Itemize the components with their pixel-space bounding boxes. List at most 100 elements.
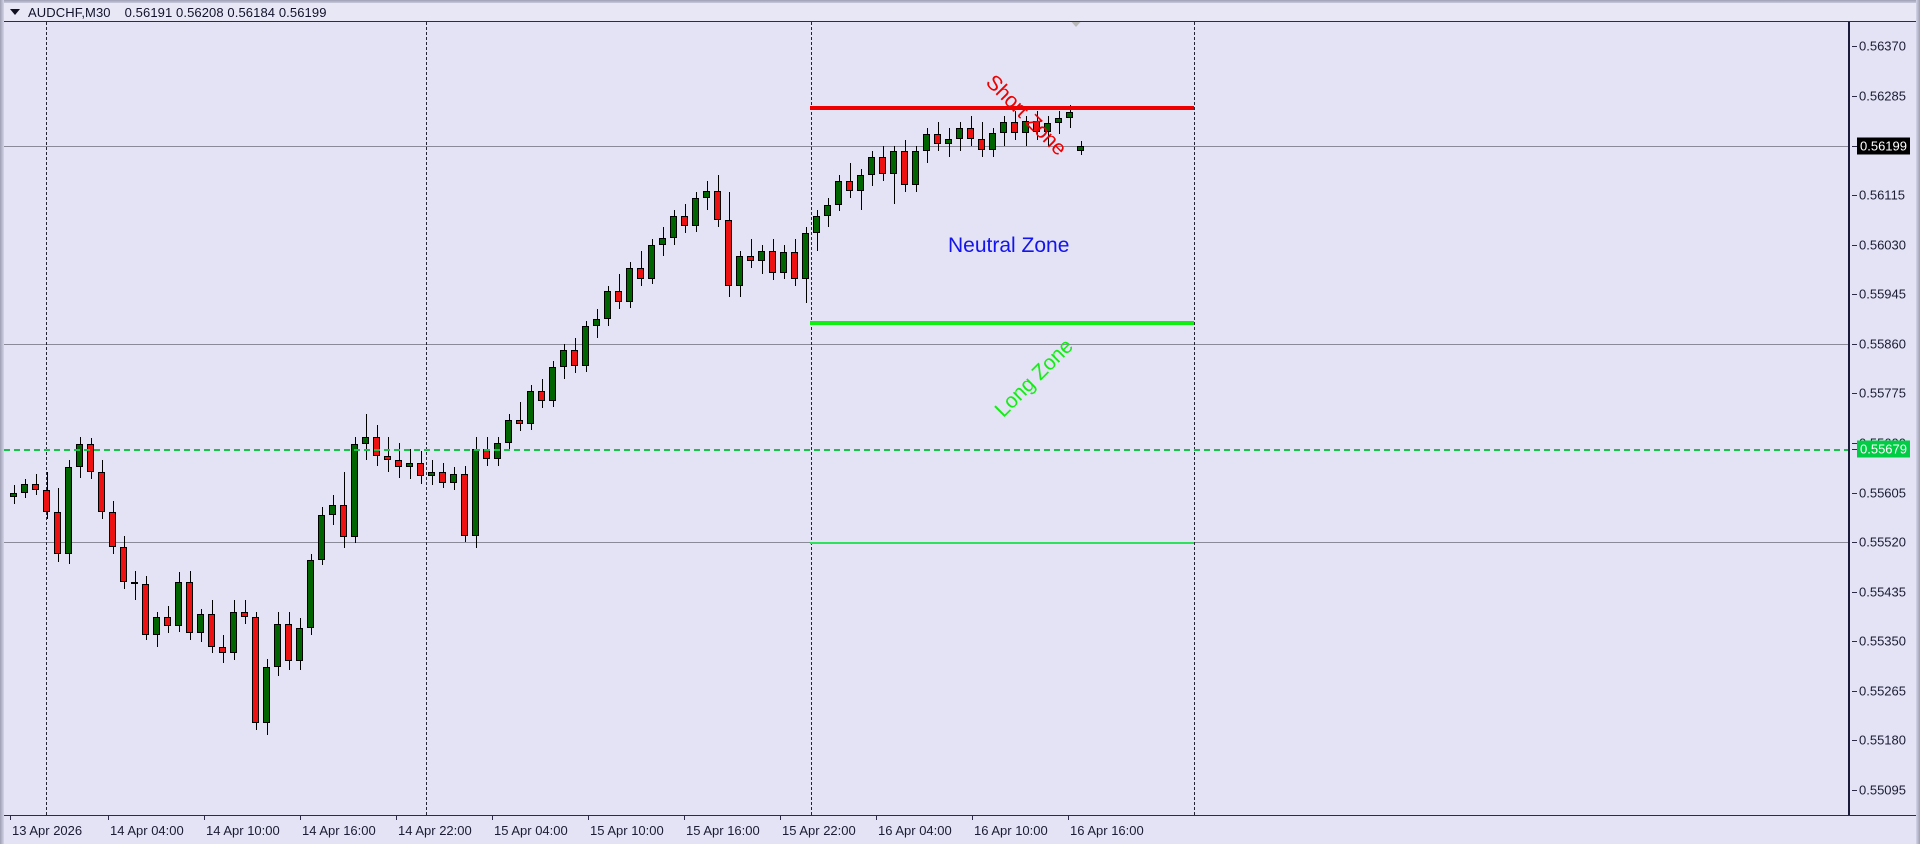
candle-body-bullish <box>824 205 831 216</box>
candle-body-bearish <box>131 581 138 585</box>
object-marker-triangle-icon[interactable] <box>1068 22 1084 27</box>
price-tick-mark <box>1852 443 1857 444</box>
candle-body-bullish <box>912 151 919 186</box>
price-tick-mark <box>1852 641 1857 642</box>
time-axis-label: 14 Apr 22:00 <box>398 823 472 838</box>
candle-body-bullish <box>835 180 842 206</box>
candle-body-bearish <box>87 444 94 473</box>
price-axis-label: 0.55860 <box>1859 336 1906 352</box>
chart-plot-area[interactable]: Short Zone Neutral Zone Long Zone <box>4 22 1850 815</box>
candle-body-bullish <box>296 628 303 662</box>
candle-body-bullish <box>153 616 160 636</box>
candle-body-bullish <box>780 251 787 273</box>
time-tick-mark <box>684 816 685 820</box>
zone-boundary-line-long-zone <box>810 320 1194 325</box>
price-tick-mark <box>1852 790 1857 791</box>
time-tick-mark <box>204 816 205 820</box>
bid-price-line <box>4 449 1848 452</box>
candle-body-bearish <box>417 462 424 476</box>
price-axis-label: 0.55605 <box>1859 485 1906 501</box>
candle-body-bullish <box>1000 122 1007 133</box>
candle-body-bearish <box>901 151 908 186</box>
candle-body-bullish <box>472 448 479 537</box>
candle-body-bullish <box>175 581 182 627</box>
candle-body-bearish <box>32 483 39 490</box>
time-tick-mark <box>10 816 11 820</box>
price-axis-label: 0.55435 <box>1859 584 1906 600</box>
candle-body-bearish <box>714 191 721 221</box>
candle-body-bullish <box>549 367 556 401</box>
time-axis-label: 16 Apr 10:00 <box>974 823 1048 838</box>
candle-body-bearish <box>747 256 754 262</box>
support-level-line <box>810 542 1194 545</box>
candle-body-bearish <box>120 546 127 582</box>
window-frame-left <box>0 0 4 844</box>
candle-body-bullish <box>857 174 864 192</box>
horizontal-gridline <box>4 343 1848 345</box>
bid-price-label: 0.55679 <box>1857 440 1910 458</box>
candle-body-bullish <box>362 437 369 445</box>
candle-body-bullish <box>1077 146 1084 151</box>
window-frame-top <box>0 0 1920 3</box>
candle-body-bullish <box>230 612 237 653</box>
price-axis-label: 0.55775 <box>1859 385 1906 401</box>
price-axis-label: 0.56285 <box>1859 88 1906 104</box>
candle-body-bullish <box>736 256 743 286</box>
price-tick-mark <box>1852 393 1857 394</box>
time-axis-label: 13 Apr 2026 <box>12 823 83 838</box>
candle-body-bullish <box>450 474 457 483</box>
time-axis-label: 16 Apr 16:00 <box>1070 823 1144 838</box>
candle-body-bullish <box>945 138 952 145</box>
candle-body-bullish <box>1066 111 1073 118</box>
price-axis-label: 0.55520 <box>1859 534 1906 550</box>
ohlc-values-label: 0.56191 0.56208 0.56184 0.56199 <box>124 4 327 20</box>
candle-body-bearish <box>395 460 402 468</box>
candle-body-bullish <box>527 390 534 425</box>
price-tick-mark <box>1852 344 1857 345</box>
price-axis-label: 0.55095 <box>1859 782 1906 798</box>
price-tick-mark <box>1852 493 1857 494</box>
candle-body-bullish <box>329 504 336 516</box>
candle-wick <box>751 238 752 269</box>
last-price-label: 0.56199 <box>1857 137 1910 155</box>
candle-wick <box>366 413 367 461</box>
time-axis[interactable]: 13 Apr 2026 14 Apr 04:00 14 Apr 10:00 14 Ap… <box>4 815 1916 844</box>
chevron-down-icon[interactable] <box>10 9 20 15</box>
candle-body-bullish <box>406 462 413 468</box>
price-tick-mark <box>1852 294 1857 295</box>
candle-body-bullish <box>582 326 589 366</box>
candle-body-bullish <box>956 128 963 139</box>
candle-body-bullish <box>868 157 875 175</box>
candle-wick <box>135 571 136 601</box>
candle-body-bearish <box>538 390 545 401</box>
price-tick-mark <box>1852 691 1857 692</box>
candle-body-bullish <box>813 215 820 234</box>
time-axis-label: 15 Apr 04:00 <box>494 823 568 838</box>
candle-body-bearish <box>384 455 391 461</box>
candle-wick <box>894 145 895 204</box>
candle-wick <box>388 437 389 473</box>
candle-body-bullish <box>692 198 699 227</box>
candle-body-bullish <box>703 191 710 199</box>
candle-body-bullish <box>659 237 666 245</box>
price-axis[interactable]: 0.56370 0.56285 0.56199 0.56115 0.56030 0.559… <box>1852 22 1916 815</box>
candle-body-bearish <box>241 612 248 617</box>
time-tick-mark <box>780 816 781 820</box>
candle-body-bullish <box>197 614 204 634</box>
candle-body-bearish <box>769 250 776 273</box>
candle-body-bullish <box>923 133 930 152</box>
price-tick-mark <box>1852 245 1857 246</box>
price-tick-mark <box>1852 542 1857 543</box>
candle-body-bullish <box>560 349 567 368</box>
price-axis-label: 0.56030 <box>1859 237 1906 253</box>
candle-body-bearish <box>208 614 215 648</box>
price-tick-mark <box>1852 195 1857 196</box>
candle-body-bearish <box>934 133 941 145</box>
time-tick-mark <box>396 816 397 820</box>
candle-body-bullish <box>890 151 897 174</box>
candle-body-bearish <box>164 616 171 627</box>
candle-body-bearish <box>252 616 259 723</box>
candle-body-bearish <box>98 472 105 512</box>
price-axis-label: 0.56370 <box>1859 38 1906 54</box>
candle-wick <box>520 402 521 432</box>
